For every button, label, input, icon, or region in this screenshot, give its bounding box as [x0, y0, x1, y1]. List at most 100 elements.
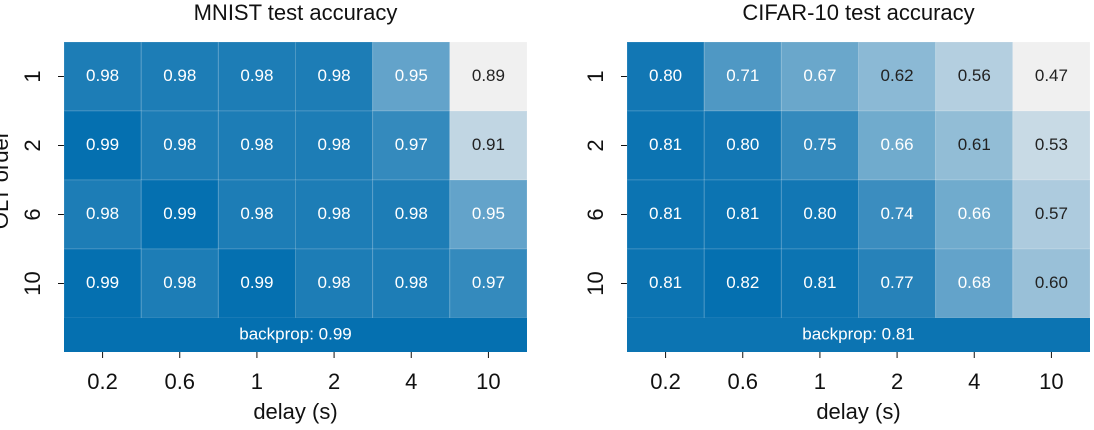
cell-label: 0.98	[163, 66, 196, 85]
x-tick-label: 10	[476, 369, 500, 394]
baseline-cell	[64, 318, 527, 352]
cell-label: 0.89	[472, 66, 505, 85]
cell-label: 0.99	[86, 135, 119, 154]
heatmap-cell	[140, 248, 219, 319]
heatmap-cell	[372, 110, 451, 181]
heatmap-cell	[935, 41, 1014, 112]
y-tick-label: 1	[583, 70, 608, 82]
heatmap-cell	[140, 179, 219, 250]
cell-label: 0.81	[726, 204, 759, 223]
cell-label: 0.68	[958, 273, 991, 292]
cell-label: 0.98	[86, 66, 119, 85]
cell-label: 0.98	[318, 66, 351, 85]
heatmap-cell	[703, 41, 782, 112]
y-tick-label: 1	[20, 70, 45, 82]
heatmap-cell	[858, 179, 937, 250]
heatmap-cell	[780, 41, 859, 112]
cell-label: 0.80	[726, 135, 759, 154]
heatmap-cell	[703, 248, 782, 319]
baseline-label: backprop: 0.99	[239, 324, 351, 343]
x-tick-label: 4	[405, 369, 417, 394]
y-tick-label: 6	[583, 208, 608, 220]
y-axis-label: OLT order	[0, 131, 13, 229]
heatmap-cell	[780, 179, 859, 250]
cell-label: 0.82	[726, 273, 759, 292]
cell-label: 0.97	[472, 273, 505, 292]
cell-label: 0.95	[472, 204, 505, 223]
cell-label: 0.75	[803, 135, 836, 154]
x-tick-label: 10	[1039, 369, 1063, 394]
heatmap-cell	[295, 248, 374, 319]
heatmap-cell	[1012, 179, 1091, 250]
y-tick-label: 2	[20, 139, 45, 151]
heatmap-cell	[1012, 248, 1091, 319]
cell-label: 0.80	[803, 204, 836, 223]
cell-label: 0.80	[649, 66, 682, 85]
heatmap-cell	[140, 41, 219, 112]
heatmap-cell	[703, 110, 782, 181]
x-tick-label: 2	[328, 369, 340, 394]
x-tick-label: 0.2	[87, 369, 118, 394]
heatmap-cell	[63, 248, 142, 319]
cell-label: 0.97	[395, 135, 428, 154]
heatmap-cell	[217, 179, 296, 250]
heatmap-cell	[63, 179, 142, 250]
x-axis-label: delay (s)	[253, 399, 337, 424]
heatmap-cell	[449, 41, 528, 112]
heatmap-cell	[780, 110, 859, 181]
cell-label: 0.71	[726, 66, 759, 85]
cell-label: 0.99	[240, 273, 273, 292]
cell-label: 0.81	[649, 273, 682, 292]
cell-label: 0.98	[318, 273, 351, 292]
baseline-cell	[627, 318, 1090, 352]
cell-label: 0.47	[1035, 66, 1068, 85]
heatmap-cell	[626, 248, 705, 319]
cell-label: 0.74	[881, 204, 914, 223]
cell-label: 0.99	[86, 273, 119, 292]
cell-label: 0.98	[163, 135, 196, 154]
heatmap-cell	[449, 179, 528, 250]
cell-label: 0.66	[881, 135, 914, 154]
heatmap-cell	[858, 41, 937, 112]
x-tick-label: 1	[251, 369, 263, 394]
heatmap-cell	[858, 248, 937, 319]
cell-label: 0.98	[163, 273, 196, 292]
cell-label: 0.77	[881, 273, 914, 292]
heatmap-cell	[372, 179, 451, 250]
cell-label: 0.98	[318, 135, 351, 154]
cell-label: 0.81	[649, 135, 682, 154]
cell-label: 0.98	[395, 273, 428, 292]
cell-label: 0.60	[1035, 273, 1068, 292]
heatmap-cell	[449, 110, 528, 181]
x-tick-label: 0.6	[727, 369, 758, 394]
y-tick-label: 2	[583, 139, 608, 151]
heatmap-cell	[780, 248, 859, 319]
heatmap-cell	[935, 110, 1014, 181]
heatmap-cell	[372, 248, 451, 319]
heatmap-cell	[626, 41, 705, 112]
x-tick-label: 0.2	[650, 369, 681, 394]
y-tick-label: 6	[20, 208, 45, 220]
y-tick-label: 10	[20, 271, 45, 295]
cell-label: 0.81	[803, 273, 836, 292]
cell-label: 0.98	[395, 204, 428, 223]
cell-label: 0.98	[240, 66, 273, 85]
heatmap-cell	[703, 179, 782, 250]
cell-label: 0.61	[958, 135, 991, 154]
cell-label: 0.98	[318, 204, 351, 223]
cell-label: 0.98	[86, 204, 119, 223]
cell-label: 0.56	[958, 66, 991, 85]
heatmap-cell	[295, 110, 374, 181]
chart-title: CIFAR-10 test accuracy	[742, 0, 974, 25]
heatmap-cell	[449, 248, 528, 319]
x-tick-label: 4	[968, 369, 980, 394]
x-tick-label: 0.6	[164, 369, 195, 394]
x-tick-label: 2	[891, 369, 903, 394]
cell-label: 0.57	[1035, 204, 1068, 223]
chart-title: MNIST test accuracy	[194, 0, 398, 25]
heatmap-cell	[295, 179, 374, 250]
baseline-label: backprop: 0.81	[802, 324, 914, 343]
x-axis-label: delay (s)	[816, 399, 900, 424]
cell-label: 0.98	[240, 204, 273, 223]
